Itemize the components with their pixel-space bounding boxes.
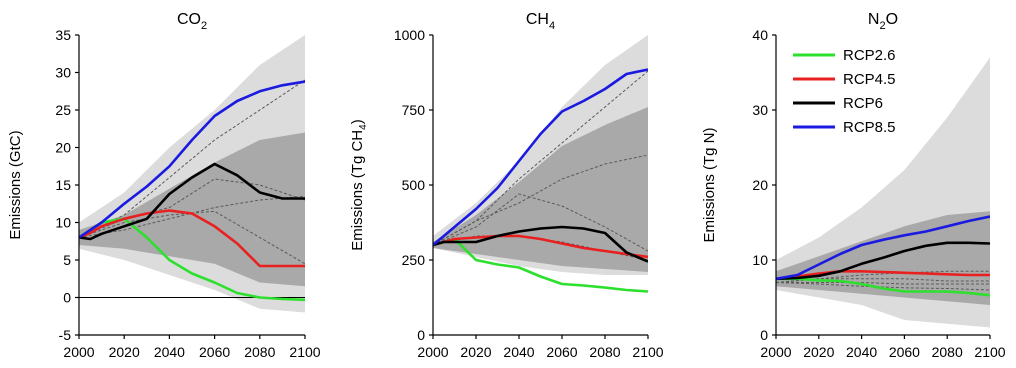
series-line-rcp85 bbox=[79, 80, 305, 239]
x-tick-label: 2040 bbox=[154, 344, 185, 360]
panel-title-main: CH bbox=[526, 11, 549, 28]
legend-label: RCP6 bbox=[843, 95, 883, 112]
uncertainty-band-inner bbox=[433, 107, 648, 272]
series-line-rcp45 bbox=[776, 270, 990, 281]
x-tick-label: 2060 bbox=[889, 344, 920, 360]
x-tick-label: 2080 bbox=[589, 344, 620, 360]
y-axis-label-end: ) bbox=[349, 119, 366, 124]
x-tick-label: 2040 bbox=[503, 344, 534, 360]
reference-dashed-line-4 bbox=[776, 282, 990, 291]
plot-area bbox=[776, 57, 990, 328]
legend-label: RCP4.5 bbox=[843, 71, 896, 88]
uncertainty-band-inner bbox=[79, 132, 305, 287]
y-tick-label: 25 bbox=[55, 102, 71, 118]
x-tick-label: 2020 bbox=[803, 344, 834, 360]
y-axis-label-main: Emissions (Tg CH bbox=[349, 130, 366, 251]
y-tick-label: 5 bbox=[63, 252, 71, 268]
y-tick-label: 250 bbox=[402, 252, 426, 268]
reference-dashed-line-3 bbox=[776, 282, 990, 285]
panel-title-subscript: 2 bbox=[201, 20, 207, 32]
y-tick-label: 1000 bbox=[394, 27, 425, 43]
x-tick-label: 2020 bbox=[109, 344, 140, 360]
panel-title-subscript: 2 bbox=[879, 20, 885, 32]
series-line-rcp45 bbox=[79, 209, 305, 268]
x-tick-label: 2100 bbox=[289, 344, 320, 360]
panel-title-main: N bbox=[868, 11, 880, 28]
x-tick-label: 2080 bbox=[932, 344, 963, 360]
y-axis-label: Emissions (Tg CH4) bbox=[349, 119, 369, 250]
y-tick-label: 0 bbox=[417, 327, 425, 343]
y-tick-label: 30 bbox=[752, 102, 768, 118]
x-tick-label: 2000 bbox=[417, 344, 448, 360]
y-tick-label: 20 bbox=[752, 177, 768, 193]
x-tick-label: 2000 bbox=[63, 344, 94, 360]
y-tick-label: 0 bbox=[760, 327, 768, 343]
panel-title: N2O bbox=[868, 11, 898, 32]
series-line-rcp85 bbox=[776, 215, 990, 281]
plot-area bbox=[433, 35, 648, 293]
y-tick-label: -5 bbox=[59, 327, 72, 343]
x-tick-label: 2000 bbox=[760, 344, 791, 360]
panel-title-main: CO bbox=[177, 11, 201, 28]
reference-dashed-line-2 bbox=[433, 154, 648, 246]
y-axis-label: Emissions (GtC) bbox=[7, 130, 24, 239]
reference-dashed-line-3 bbox=[433, 193, 648, 252]
y-tick-label: 750 bbox=[402, 102, 426, 118]
y-tick-label: 40 bbox=[752, 27, 768, 43]
x-tick-label: 2100 bbox=[974, 344, 1005, 360]
panel-title: CO2 bbox=[177, 11, 207, 32]
panel-title: CH4 bbox=[526, 11, 555, 32]
x-tick-label: 2080 bbox=[244, 344, 275, 360]
panel-3: 0 10 20 30 40 2000 2020 2040 2060 2080 2100 N2O Emis… bbox=[701, 11, 1006, 360]
panel-title-subscript: 4 bbox=[549, 20, 555, 32]
y-tick-label: 20 bbox=[55, 140, 71, 156]
x-tick-label: 2020 bbox=[460, 344, 491, 360]
panel-2: 0 250 500 750 1000 2000 2020 2040 2060 2080 2100 CH… bbox=[349, 11, 664, 360]
series-line-rcp6 bbox=[776, 241, 990, 281]
series-line-rcp45 bbox=[433, 234, 648, 259]
y-tick-label: 10 bbox=[55, 215, 71, 231]
panel-title-end: O bbox=[886, 11, 898, 28]
legend: RCP2.6 RCP4.5 RCP6 RCP8.5 bbox=[793, 47, 896, 136]
plot-area bbox=[79, 35, 305, 313]
y-tick-label: 0 bbox=[63, 290, 71, 306]
series-line-rcp6 bbox=[79, 162, 305, 241]
series-line-rcp85 bbox=[433, 68, 648, 246]
y-tick-label: 500 bbox=[402, 177, 426, 193]
x-tick-label: 2040 bbox=[846, 344, 877, 360]
panel-1: -5 0 5 10 15 20 25 30 35 2000 2020 2040 2060 2080 2100… bbox=[7, 11, 321, 360]
y-axis-label-subscript: 4 bbox=[358, 124, 369, 130]
legend-label: RCP8.5 bbox=[843, 119, 896, 136]
legend-label: RCP2.6 bbox=[843, 47, 896, 64]
y-tick-label: 35 bbox=[55, 27, 71, 43]
y-axis-label: Emissions (Tg N) bbox=[701, 127, 718, 242]
y-tick-label: 15 bbox=[55, 177, 71, 193]
series-line-rcp6 bbox=[433, 225, 648, 263]
series-line-rcp26 bbox=[776, 277, 990, 297]
x-tick-label: 2060 bbox=[546, 344, 577, 360]
y-tick-label: 30 bbox=[55, 65, 71, 81]
x-tick-label: 2100 bbox=[632, 344, 663, 360]
y-tick-label: 10 bbox=[752, 252, 768, 268]
x-tick-label: 2060 bbox=[199, 344, 230, 360]
